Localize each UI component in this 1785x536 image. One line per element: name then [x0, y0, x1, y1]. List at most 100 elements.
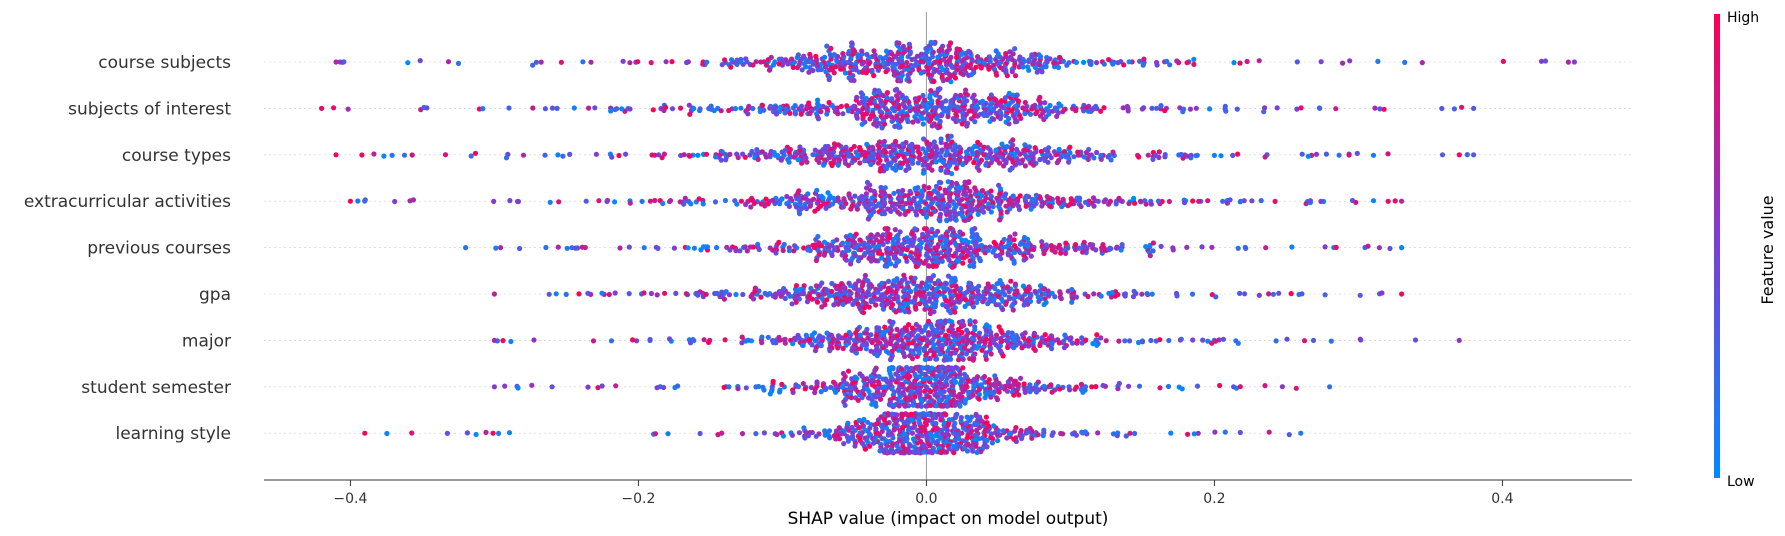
data-point: [956, 435, 962, 442]
data-point: [529, 382, 535, 388]
data-point: [1000, 67, 1006, 73]
data-point: [882, 263, 888, 269]
data-point: [1072, 242, 1079, 248]
data-point: [671, 245, 678, 251]
data-point: [878, 184, 884, 191]
data-point: [845, 51, 851, 57]
data-point: [1022, 111, 1028, 117]
data-point: [1301, 338, 1308, 344]
data-point: [1263, 245, 1269, 251]
data-point: [894, 326, 900, 332]
data-point: [793, 283, 800, 289]
data-point: [957, 229, 963, 235]
data-point: [507, 198, 513, 204]
data-point: [1272, 198, 1278, 204]
data-point: [934, 115, 940, 121]
data-point: [1205, 198, 1211, 204]
data-point: [930, 382, 936, 388]
data-point: [1387, 245, 1393, 252]
data-point: [1052, 249, 1058, 255]
data-point: [793, 382, 799, 388]
data-point: [843, 342, 849, 348]
data-point: [948, 133, 954, 139]
data-point: [998, 290, 1005, 296]
data-point: [889, 411, 895, 417]
data-point: [1004, 209, 1010, 215]
data-point: [874, 353, 881, 359]
data-point: [815, 101, 821, 107]
data-point: [362, 197, 368, 203]
data-point: [805, 247, 811, 253]
data-point: [1047, 203, 1053, 209]
data-point: [953, 217, 959, 223]
data-point: [1258, 198, 1264, 204]
data-point: [1071, 154, 1077, 160]
data-point: [764, 292, 771, 298]
data-point: [1340, 60, 1346, 66]
data-point: [953, 165, 960, 171]
data-point: [1147, 253, 1153, 259]
data-point: [661, 151, 668, 157]
data-point: [961, 371, 968, 377]
data-point: [1322, 292, 1328, 298]
data-point: [906, 78, 912, 84]
data-point: [854, 115, 860, 121]
data-point: [980, 98, 986, 104]
data-point: [974, 374, 981, 380]
data-point: [988, 351, 994, 357]
data-point: [891, 190, 897, 196]
data-point: [491, 291, 497, 297]
data-point: [877, 448, 883, 454]
data-point: [1402, 59, 1408, 65]
data-point: [848, 385, 854, 391]
data-points: [319, 39, 1577, 456]
data-point: [1166, 198, 1172, 205]
data-point: [983, 356, 989, 362]
data-point: [929, 226, 935, 232]
data-point: [1091, 291, 1097, 297]
data-point: [1237, 384, 1243, 390]
data-point: [862, 272, 869, 279]
data-point: [968, 193, 974, 199]
data-point: [942, 162, 948, 168]
data-point: [984, 444, 990, 450]
data-point: [1023, 203, 1029, 209]
data-point: [921, 97, 928, 103]
data-point: [906, 309, 912, 315]
data-point: [703, 151, 710, 157]
data-point: [887, 232, 893, 238]
data-point: [1108, 294, 1114, 300]
data-point: [1288, 291, 1294, 297]
data-point: [1026, 144, 1032, 150]
data-point: [988, 193, 995, 200]
data-point: [875, 379, 881, 385]
data-point: [1439, 105, 1445, 112]
data-point: [829, 288, 835, 295]
data-point: [1018, 115, 1024, 121]
data-point: [796, 430, 803, 436]
data-point: [936, 217, 942, 223]
data-point: [991, 239, 997, 245]
data-point: [1419, 60, 1425, 66]
data-point: [1205, 338, 1211, 344]
data-point: [917, 301, 923, 307]
data-point: [919, 115, 926, 122]
data-point: [897, 229, 903, 235]
data-point: [1033, 192, 1039, 198]
data-point: [1067, 144, 1073, 150]
data-point: [1076, 245, 1082, 251]
data-point: [1213, 338, 1219, 344]
data-point: [1046, 145, 1052, 151]
data-point: [592, 105, 598, 111]
data-point: [861, 240, 867, 246]
data-point: [904, 151, 910, 157]
data-point: [784, 193, 790, 200]
data-point: [585, 384, 591, 390]
data-point: [877, 139, 883, 145]
data-point: [812, 390, 818, 396]
data-point: [401, 152, 408, 158]
data-point: [909, 231, 915, 237]
data-point: [1056, 340, 1062, 346]
data-point: [942, 187, 948, 193]
